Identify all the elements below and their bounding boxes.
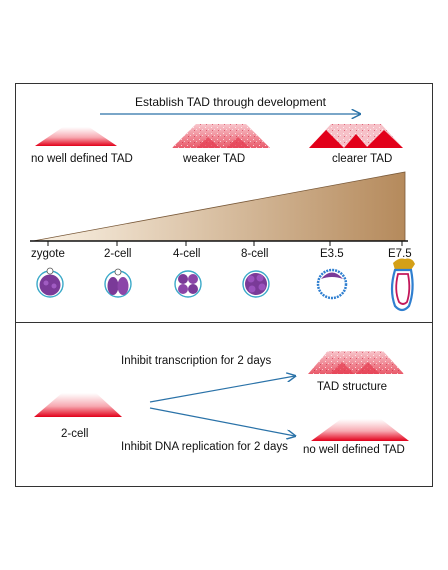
- figure-frame: [15, 83, 433, 487]
- replication-arrow: [149, 407, 295, 436]
- e3-5-blastocyst-icon: [316, 268, 348, 300]
- stage-label-e3-5: E3.5: [320, 248, 344, 260]
- tad-label-clearer: clearer TAD: [332, 153, 393, 165]
- inhibit-replication-label: Inhibit DNA replication for 2 days: [121, 441, 288, 453]
- stage-label-zygote: zygote: [31, 248, 65, 260]
- tad-label-weaker: weaker TAD: [183, 153, 246, 165]
- four-cell-embryo-icon: [174, 270, 202, 298]
- tad-structure-icon: [308, 351, 404, 374]
- tad-clearer-icon: [309, 124, 403, 148]
- result-tad-structure-label: TAD structure: [317, 381, 388, 393]
- stage-label-4-cell: 4-cell: [173, 248, 201, 260]
- development-gradient-wedge: [32, 171, 406, 242]
- timeline-ticks: [47, 241, 403, 246]
- stage-label-8-cell: 8-cell: [241, 248, 269, 260]
- tad-undefined-result-icon: [311, 419, 409, 441]
- start-stage-label: 2-cell: [61, 428, 89, 440]
- stage-label-e7-5: E7.5: [388, 248, 412, 260]
- develop-arrow-label: Establish TAD through development: [135, 95, 326, 109]
- two-cell-embryo-icon: [104, 268, 132, 298]
- stage-label-2-cell: 2-cell: [104, 248, 132, 260]
- transcription-arrow: [149, 376, 295, 403]
- zygote-embryo-icon: [36, 267, 64, 298]
- panel-divider: [15, 322, 433, 323]
- result-undefined-tad-label: no well defined TAD: [303, 444, 405, 456]
- tad-label-undefined: no well defined TAD: [31, 153, 133, 165]
- eight-cell-embryo-icon: [242, 270, 270, 298]
- inhibit-transcription-label: Inhibit transcription for 2 days: [121, 355, 272, 367]
- e7-5-embryo-icon: [390, 258, 415, 312]
- tad-undefined-icon: [35, 127, 117, 146]
- tad-start-icon: [34, 393, 122, 417]
- tad-weaker-icon: [172, 124, 270, 148]
